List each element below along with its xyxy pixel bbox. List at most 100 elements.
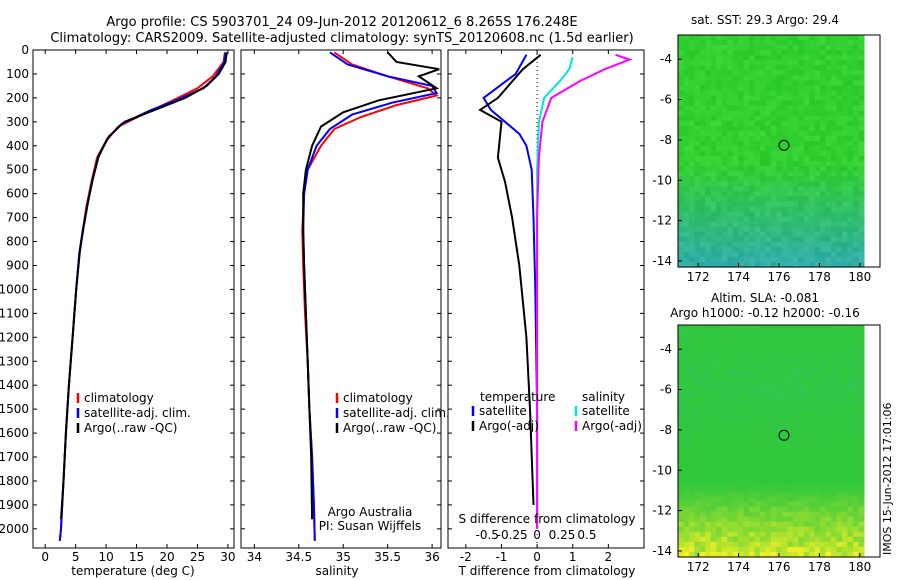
map-cell	[814, 75, 821, 81]
map-cell	[770, 221, 777, 228]
map-cell	[792, 156, 799, 162]
map-cell	[831, 456, 838, 462]
map-cell	[814, 262, 821, 268]
map-cell	[765, 75, 772, 81]
map-cell	[820, 516, 827, 523]
map-cell	[678, 221, 685, 228]
map-cell	[743, 340, 750, 346]
map-cell	[781, 262, 788, 268]
map-cell	[694, 415, 701, 422]
map-cell	[831, 201, 838, 207]
map-y-tick-label: -4	[660, 342, 672, 356]
map-cell	[814, 531, 821, 538]
map-cell	[754, 436, 761, 442]
map-cell	[760, 40, 767, 46]
map-cell	[776, 466, 783, 472]
map-cell	[694, 390, 701, 397]
map-cell	[683, 471, 690, 477]
map-cell	[699, 211, 706, 218]
map-cell	[842, 400, 849, 407]
map-cell	[776, 486, 783, 492]
map-cell	[738, 211, 745, 218]
map-cell	[738, 161, 745, 167]
map-cell	[792, 436, 799, 442]
map-cell	[688, 441, 695, 447]
map-cell	[809, 100, 816, 107]
map-cell	[792, 50, 799, 56]
map-cell	[814, 546, 821, 553]
map-cell	[754, 60, 761, 66]
map-cell	[836, 536, 843, 543]
map-cell	[836, 436, 843, 442]
map-cell	[858, 451, 865, 457]
map-cell	[836, 350, 843, 356]
map-cell	[721, 171, 728, 177]
map-cell	[683, 330, 690, 336]
map-cell	[825, 151, 832, 157]
map-cell	[732, 436, 739, 442]
map-cell	[792, 201, 799, 207]
map-cell	[787, 161, 794, 167]
map-cell	[781, 415, 788, 422]
map-cell	[683, 120, 690, 127]
map-cell	[781, 161, 788, 167]
map-cell	[765, 176, 772, 182]
y-tick-label: 1100	[0, 306, 29, 320]
map-cell	[803, 395, 810, 402]
map-cell	[798, 446, 805, 452]
map-cell	[809, 161, 816, 167]
map-cell	[716, 65, 723, 71]
map-cell	[710, 80, 717, 86]
map-cell	[732, 125, 739, 132]
map-cell	[814, 516, 821, 523]
map-cell	[847, 395, 854, 402]
map-cell	[721, 541, 728, 548]
map-cell	[852, 491, 859, 497]
map-cell	[852, 161, 859, 167]
map-cell	[787, 420, 794, 427]
map-cell	[770, 536, 777, 543]
map-cell	[699, 425, 706, 432]
map-cell	[847, 201, 854, 207]
map-cell	[858, 161, 865, 167]
map-cell	[809, 201, 816, 207]
map-cell	[678, 246, 685, 253]
map-cell	[716, 156, 723, 162]
map-cell	[754, 496, 761, 503]
map-cell	[792, 476, 799, 482]
map-cell	[749, 340, 756, 346]
map-cell	[699, 100, 706, 107]
map-cell	[831, 501, 838, 508]
map-cell	[765, 246, 772, 253]
map-cell	[798, 226, 805, 233]
map-cell	[716, 176, 723, 182]
map-cell	[842, 496, 849, 503]
map-cell	[678, 231, 685, 238]
map-cell	[699, 105, 706, 112]
map-cell	[721, 231, 728, 238]
map-cell	[678, 115, 685, 122]
map-cell	[754, 335, 761, 341]
map-cell	[760, 476, 767, 482]
map-cell	[776, 491, 783, 497]
map-cell	[683, 216, 690, 223]
map-cell	[814, 55, 821, 61]
map-cell	[781, 360, 788, 366]
map-cell	[803, 486, 810, 492]
map-cell	[683, 420, 690, 427]
map-y-tick-label: -14	[652, 544, 672, 558]
map-cell	[770, 201, 777, 207]
map-cell	[792, 241, 799, 248]
map-cell	[787, 496, 794, 503]
map-cell	[792, 120, 799, 127]
map-cell	[716, 516, 723, 523]
map-cell	[743, 206, 750, 213]
map-cell	[792, 425, 799, 432]
map-cell	[754, 130, 761, 137]
map-cell	[716, 360, 723, 366]
map-cell	[814, 506, 821, 513]
map-cell	[814, 355, 821, 361]
map-cell	[836, 491, 843, 497]
map-cell	[710, 375, 717, 381]
map-cell	[721, 60, 728, 66]
